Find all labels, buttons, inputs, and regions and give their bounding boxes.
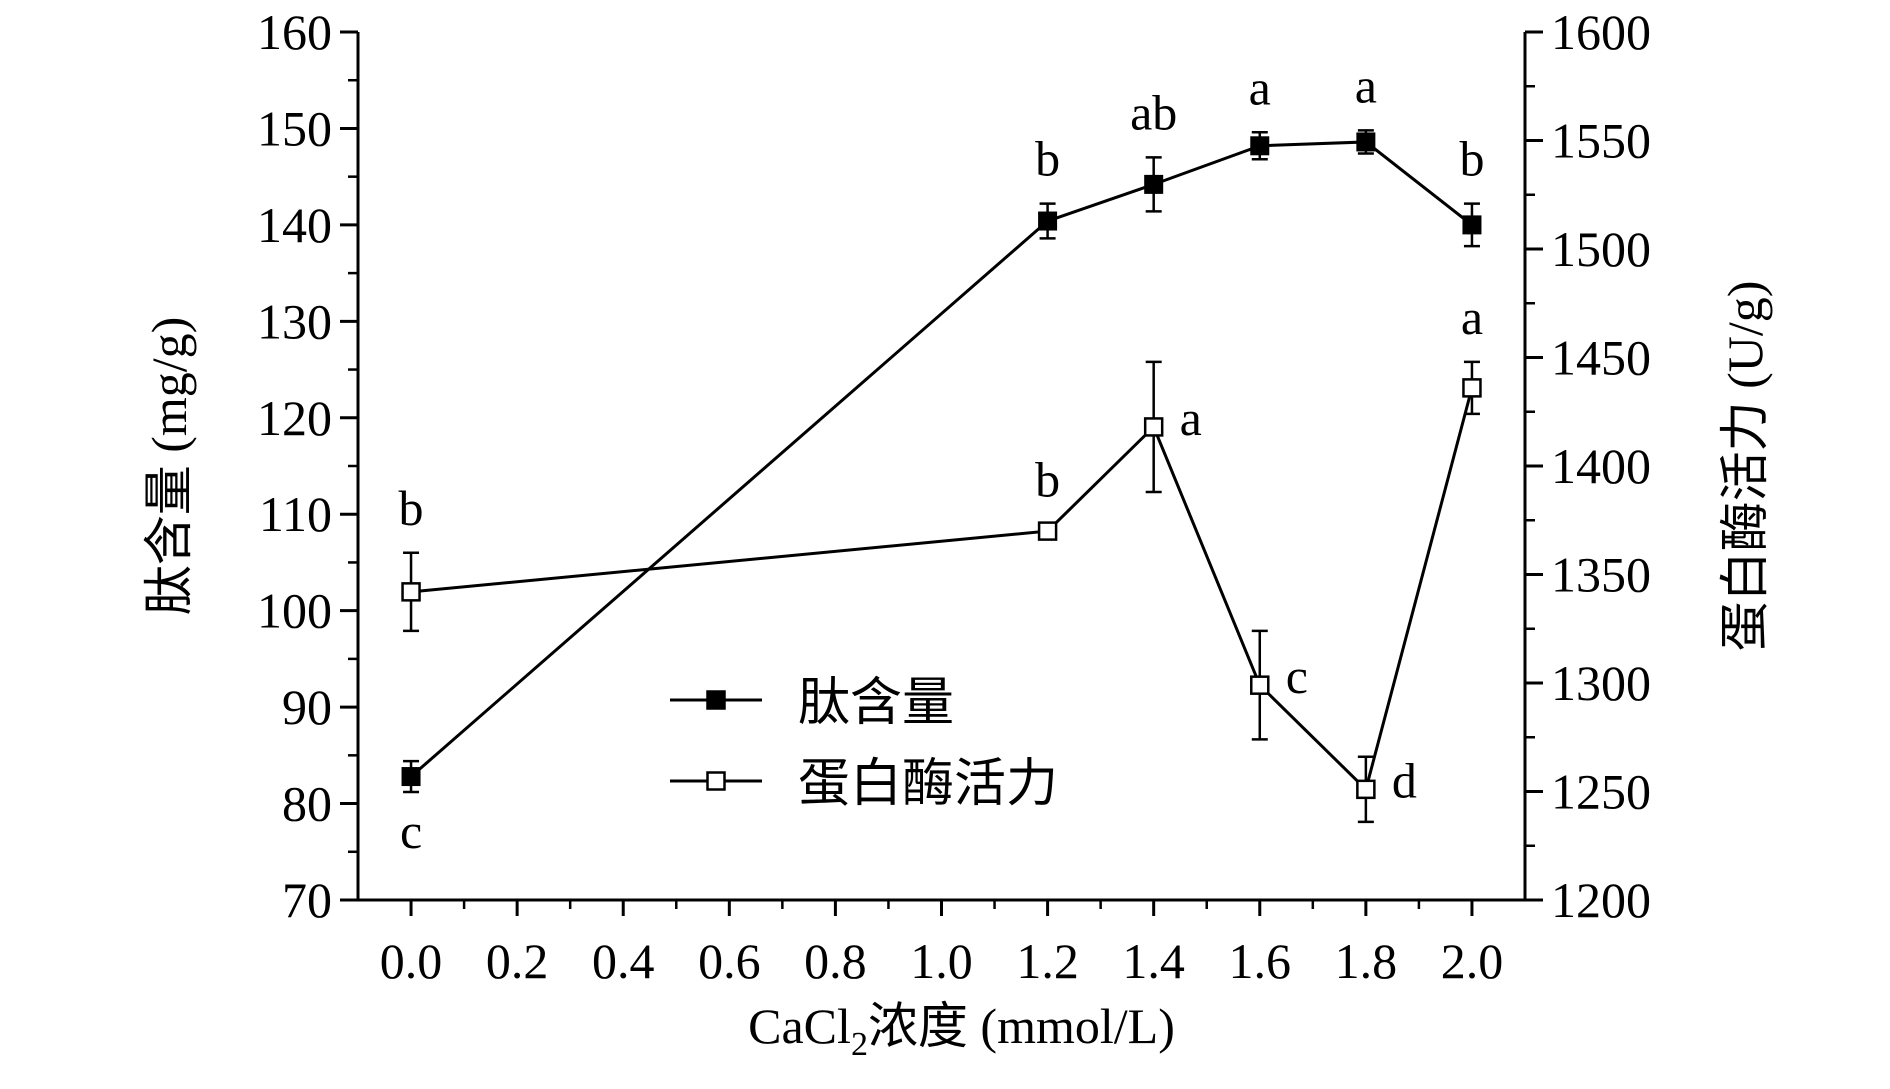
data-point	[1356, 779, 1376, 800]
x-tick-label: 0.8	[804, 933, 867, 989]
data-point	[1143, 417, 1164, 437]
series-1-data-label: ab	[1130, 84, 1177, 140]
right-tick-label: 1550	[1551, 113, 1651, 169]
left-tick-label: 80	[282, 776, 332, 832]
legend-marker	[706, 771, 726, 791]
data-point	[401, 767, 421, 787]
x-axis-title-prefix: CaCl	[748, 998, 851, 1054]
data-point	[1037, 521, 1058, 541]
series-1-data-label: b	[1459, 131, 1484, 187]
legend-item-1: 肽含量	[670, 673, 954, 733]
x-tick-label: 0.4	[592, 933, 655, 989]
data-point	[1356, 132, 1376, 152]
left-tick-label: 70	[282, 872, 332, 928]
right-axis-title: 蛋白酶活力 (U/g)	[1717, 281, 1773, 652]
axes-layer: 70 80 90 100 110 120 130 140 150 160 1200 1250 1300 1…	[141, 4, 1773, 1063]
right-tick-label: 1350	[1551, 547, 1651, 603]
right-tick-label: 1250	[1551, 764, 1651, 820]
left-tick-label: 110	[259, 486, 332, 542]
series-2-data-label: a	[1180, 390, 1202, 446]
series-2-data-label: c	[1286, 648, 1308, 704]
x-tick-label: 1.4	[1122, 933, 1185, 989]
data-point	[1462, 378, 1482, 398]
legend-marker	[706, 690, 726, 710]
series-2-data-label: a	[1461, 289, 1483, 345]
left-tick-label: 90	[282, 679, 332, 735]
series-2-data-label: b	[1035, 452, 1060, 508]
x-tick-label: 1.0	[910, 933, 973, 989]
x-tick-label: 1.8	[1335, 933, 1398, 989]
data-point	[1250, 675, 1270, 695]
right-tick-label: 1500	[1551, 221, 1651, 277]
right-tick-label: 1600	[1551, 4, 1651, 60]
series-2-data-label: b	[399, 480, 424, 536]
x-tick-label: 1.6	[1229, 933, 1292, 989]
series-1-data-label: b	[1035, 131, 1060, 187]
left-tick-label: 100	[257, 583, 332, 639]
legend-label: 蛋白酶活力	[798, 754, 1058, 814]
right-tick-label: 1400	[1551, 438, 1651, 494]
x-axis-title-subscript: 2	[851, 1026, 868, 1063]
series-1-line	[410, 140, 1473, 778]
series-2-data-label: d	[1392, 752, 1417, 808]
x-axis-title: CaCl2浓度 (mmol/L)	[748, 998, 1175, 1063]
legend-label: 肽含量	[798, 673, 954, 733]
series-2-line	[410, 387, 1474, 793]
left-tick-label: 150	[257, 100, 332, 156]
series-1	[401, 129, 1482, 794]
x-tick-label: 2.0	[1441, 933, 1504, 989]
data-point	[1144, 174, 1164, 194]
x-tick-label: 0.6	[698, 933, 761, 989]
data-point	[1462, 215, 1482, 235]
x-tick-label: 1.2	[1016, 933, 1079, 989]
left-tick-label: 140	[257, 197, 332, 253]
data-point	[1250, 136, 1270, 156]
right-tick-label: 1200	[1551, 872, 1651, 928]
left-axis-title: 肽含量 (mg/g)	[141, 317, 197, 616]
legend-item-2: 蛋白酶活力	[670, 754, 1058, 814]
left-tick-label: 160	[257, 4, 332, 60]
x-tick-label: 0.2	[486, 933, 549, 989]
series-1-data-label: c	[400, 803, 422, 859]
series-1-data-label: a	[1249, 59, 1271, 115]
data-point	[1038, 211, 1058, 231]
left-tick-label: 130	[257, 293, 332, 349]
series-1-data-label: a	[1355, 57, 1377, 113]
left-tick-label: 120	[257, 390, 332, 446]
x-tick-label: 0.0	[380, 933, 443, 989]
x-axis-title-suffix: 浓度 (mmol/L)	[868, 998, 1175, 1054]
right-tick-label: 1450	[1551, 330, 1651, 386]
data-point	[401, 582, 421, 602]
series-2	[401, 360, 1482, 824]
right-tick-label: 1300	[1551, 655, 1651, 711]
